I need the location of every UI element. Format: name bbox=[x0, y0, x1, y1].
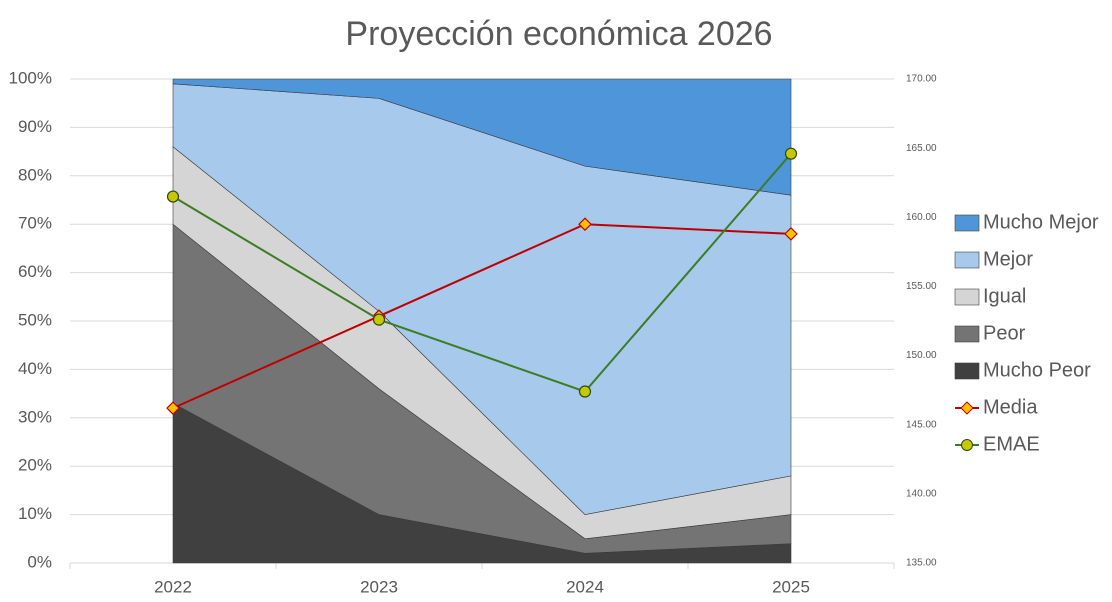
y2-tick-label: 155.00 bbox=[906, 281, 937, 292]
y-tick-label: 20% bbox=[18, 456, 52, 475]
x-tick-label: 2023 bbox=[360, 577, 398, 596]
y2-tick-label: 165.00 bbox=[906, 143, 937, 154]
legend-label: Mucho Mejor bbox=[983, 211, 1099, 233]
legend-swatch bbox=[954, 251, 980, 269]
marker bbox=[578, 217, 592, 232]
legend-marker bbox=[960, 401, 974, 415]
legend-label: Igual bbox=[983, 285, 1026, 307]
y-tick-label: 40% bbox=[18, 359, 52, 378]
legend-label: EMAE bbox=[983, 433, 1040, 455]
y2-tick-label: 150.00 bbox=[906, 350, 937, 361]
y2-tick-label: 135.00 bbox=[906, 558, 937, 569]
legend-swatch bbox=[954, 325, 980, 343]
x-tick-label: 2025 bbox=[772, 577, 810, 596]
y-tick-label: 30% bbox=[18, 407, 52, 426]
y-tick-label: 50% bbox=[18, 310, 52, 329]
legend-swatch bbox=[954, 214, 980, 232]
legend-label: Mejor bbox=[983, 248, 1033, 270]
y-tick-label: 100% bbox=[9, 68, 52, 87]
legend-marker bbox=[961, 439, 973, 451]
y-tick-label: 80% bbox=[18, 165, 52, 184]
marker bbox=[578, 385, 592, 398]
chart-title: Proyección económica 2026 bbox=[345, 15, 772, 53]
marker bbox=[166, 401, 180, 415]
marker bbox=[784, 147, 798, 160]
x-tick-label: 2022 bbox=[154, 577, 192, 596]
y-tick-label: 90% bbox=[18, 117, 52, 136]
y2-tick-label: 170.00 bbox=[906, 74, 937, 85]
y-tick-label: 60% bbox=[18, 262, 52, 281]
marker bbox=[784, 227, 798, 241]
legend-swatch bbox=[954, 362, 980, 380]
line bbox=[172, 223, 792, 410]
y2-tick-label: 140.00 bbox=[906, 488, 937, 499]
legend-label: Peor bbox=[983, 322, 1026, 344]
y-tick-label: 10% bbox=[18, 504, 52, 523]
y-tick-label: 0% bbox=[27, 552, 52, 571]
line bbox=[172, 153, 792, 393]
marker bbox=[166, 190, 180, 203]
legend-swatch bbox=[954, 288, 980, 306]
x-tick-label: 2024 bbox=[566, 577, 604, 596]
y2-tick-label: 160.00 bbox=[906, 212, 937, 223]
marker bbox=[372, 313, 386, 326]
y2-tick-label: 145.00 bbox=[906, 419, 937, 430]
area bbox=[172, 78, 792, 196]
y-tick-label: 70% bbox=[18, 214, 52, 233]
legend-label: Mucho Peor bbox=[983, 359, 1091, 381]
legend-label: Media bbox=[983, 396, 1038, 418]
